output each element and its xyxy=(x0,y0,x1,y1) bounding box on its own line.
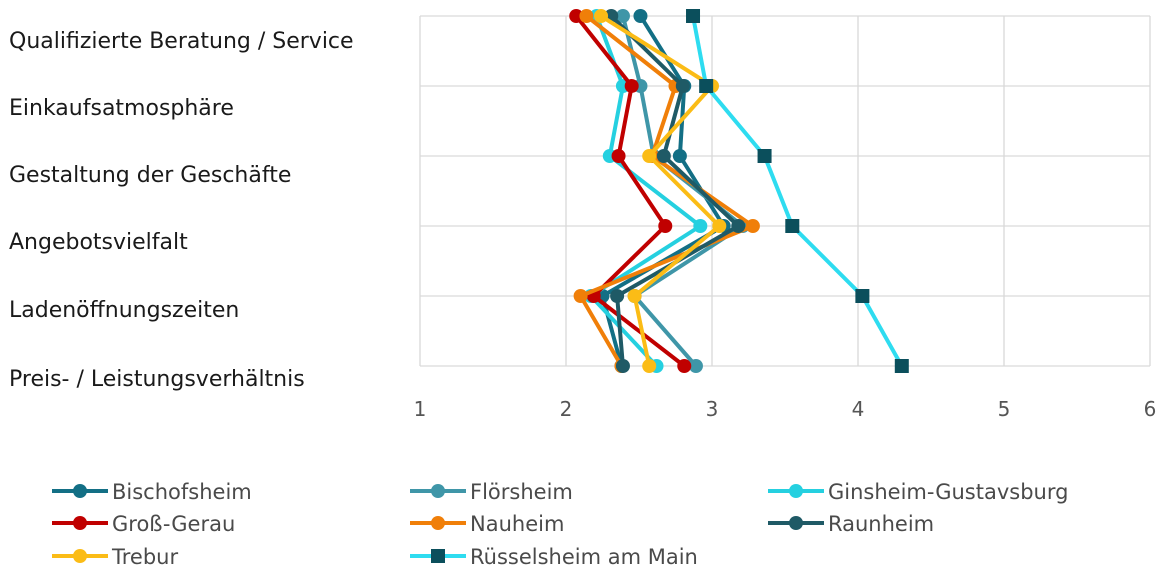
legend-label: Rüsselsheim am Main xyxy=(470,545,698,569)
data-point xyxy=(642,149,657,163)
legend: Bischofsheim Flörsheim Ginsheim-Gustavsbur… xyxy=(52,480,1068,569)
data-point xyxy=(672,149,687,163)
data-point xyxy=(855,289,870,303)
legend-label: Trebur xyxy=(111,545,178,569)
data-point xyxy=(677,359,692,373)
data-point xyxy=(712,219,727,233)
series-trebur xyxy=(594,9,727,373)
legend-label: Nauheim xyxy=(470,512,564,536)
legend-marker xyxy=(73,549,87,563)
data-point xyxy=(573,289,588,303)
series-raunheim xyxy=(604,9,746,373)
data-point xyxy=(615,359,630,373)
series-line xyxy=(691,15,904,367)
series-rüsselsheim-am-main xyxy=(686,9,909,373)
legend-item: Ginsheim-Gustavsburg xyxy=(768,480,1068,504)
data-point xyxy=(731,219,746,233)
series-nauheim xyxy=(573,9,760,373)
legend-marker xyxy=(431,516,445,530)
category-label: Einkaufsatmosphäre xyxy=(9,96,234,121)
legend-item: Trebur xyxy=(52,545,178,569)
legend-marker xyxy=(789,516,803,530)
data-point xyxy=(894,359,909,373)
data-point xyxy=(624,79,639,93)
data-point xyxy=(688,359,703,373)
data-point xyxy=(675,79,690,93)
data-point xyxy=(785,219,800,233)
category-label: Preis- / Leistungsverhältnis xyxy=(9,367,305,392)
legend-item: Flörsheim xyxy=(410,480,573,504)
data-point xyxy=(579,9,594,23)
data-point xyxy=(633,9,648,23)
series-line xyxy=(599,14,722,367)
series-line xyxy=(574,14,686,368)
data-point xyxy=(610,289,625,303)
data-point xyxy=(658,219,673,233)
data-point xyxy=(693,219,708,233)
data-point xyxy=(656,149,671,163)
legend-label: Ginsheim-Gustavsburg xyxy=(828,480,1068,504)
legend-label: Bischofsheim xyxy=(112,480,252,504)
category-label: Ladenöffnungszeiten xyxy=(9,298,239,323)
data-point xyxy=(594,9,609,23)
category-label: Angebotsvielfalt xyxy=(9,230,188,255)
x-tick-label: 2 xyxy=(560,397,573,421)
legend-marker xyxy=(431,549,445,563)
x-tick-label: 3 xyxy=(706,397,719,421)
legend-label: Flörsheim xyxy=(470,480,573,504)
x-tick-label: 5 xyxy=(998,397,1011,421)
data-point xyxy=(699,79,714,93)
series-groß-gerau xyxy=(569,9,692,373)
legend-item: Rüsselsheim am Main xyxy=(410,545,698,569)
series-line xyxy=(588,15,703,368)
series-line xyxy=(609,14,741,367)
legend-label: Raunheim xyxy=(828,512,934,536)
series-lines xyxy=(569,9,909,373)
category-label: Gestaltung der Geschäfte xyxy=(9,163,291,188)
legend-item: Groß-Gerau xyxy=(52,512,235,536)
data-point xyxy=(615,9,630,23)
legend-item: Nauheim xyxy=(410,512,564,536)
legend-marker xyxy=(431,484,445,498)
legend-marker xyxy=(73,484,87,498)
data-point xyxy=(642,359,657,373)
legend-marker xyxy=(789,484,803,498)
category-labels: Qualifizierte Beratung / Service Einkaufs… xyxy=(9,29,354,392)
legend-marker xyxy=(73,516,87,530)
x-tick-labels: 1 2 3 4 5 6 xyxy=(414,397,1157,421)
data-point xyxy=(569,9,584,23)
legend-item: Bischofsheim xyxy=(52,480,252,504)
data-point xyxy=(686,9,701,23)
data-point xyxy=(611,149,626,163)
series-line xyxy=(620,15,745,368)
data-point xyxy=(627,289,642,303)
grid-lines xyxy=(419,15,1151,367)
legend-label: Groß-Gerau xyxy=(112,512,235,536)
x-tick-label: 1 xyxy=(414,397,427,421)
category-label: Qualifizierte Beratung / Service xyxy=(9,29,354,54)
data-point xyxy=(757,149,772,163)
legend-item: Raunheim xyxy=(768,512,934,536)
x-tick-label: 6 xyxy=(1144,397,1157,421)
x-tick-label: 4 xyxy=(852,397,865,421)
data-point xyxy=(745,219,760,233)
